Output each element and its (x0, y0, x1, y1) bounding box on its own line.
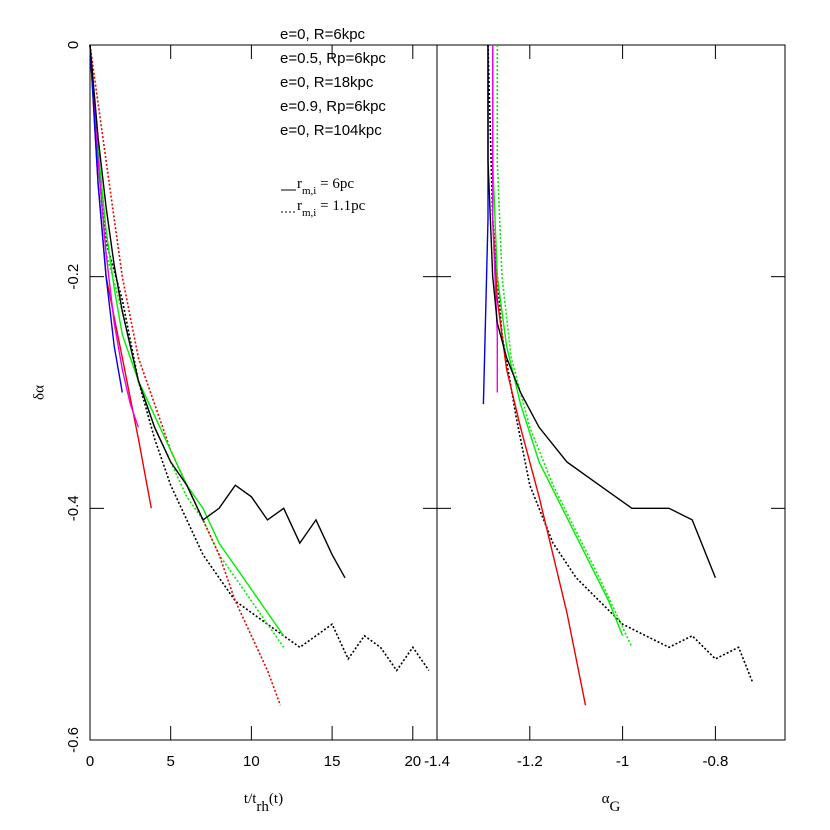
data-line (487, 44, 754, 683)
data-line (496, 45, 633, 648)
legend-entry-part: r (297, 198, 302, 214)
data-line (492, 45, 498, 393)
x-tick-label: 10 (243, 753, 260, 770)
legend-entry: e=0.9, Rp=6kpc (280, 98, 386, 115)
legend-entry: e=0.5, Rp=6kpc (280, 50, 386, 67)
data-line (492, 45, 587, 706)
x-axis-label-part: α (602, 791, 610, 807)
x-axis-label: t/trh(t) (244, 791, 283, 815)
data-line (492, 45, 624, 637)
legend-entry: e=0, R=104kpc (280, 122, 382, 139)
legend-entry-part: r (297, 176, 302, 192)
data-line (89, 44, 285, 637)
y-tick-label: -0.4 (65, 495, 82, 521)
legend-entry-part: = 1.1pc (316, 198, 365, 214)
legend-entry: e=0, R=6kpc (280, 26, 366, 43)
legend-entry-part: m,i (302, 207, 316, 219)
x-tick-label: 15 (324, 753, 341, 770)
x-tick-label: 20 (404, 753, 421, 770)
y-tick-label: -0.2 (65, 264, 82, 290)
legend-entry-part: = 6pc (316, 176, 354, 192)
x-tick-label: -1.2 (517, 753, 543, 770)
y-tick-label: 0 (65, 41, 82, 49)
x-axis-label-part: G (610, 799, 621, 815)
data-line (89, 44, 430, 672)
x-axis-label-part: (t) (269, 791, 283, 807)
legend-entry: e=0, R=18kpc (280, 74, 374, 91)
legend-entry-part: m,i (302, 185, 316, 197)
x-tick-label: 0 (86, 753, 94, 770)
y-tick-label: -0.6 (65, 727, 82, 753)
data-line (89, 44, 346, 579)
data-line (89, 44, 123, 393)
y-axis-label: δα (31, 385, 47, 400)
x-tick-label: -1 (616, 753, 629, 770)
data-line (487, 45, 717, 579)
x-tick-label: -0.8 (702, 753, 728, 770)
plot-frame (436, 44, 786, 741)
data-line (89, 44, 285, 648)
x-tick-label: 5 (167, 753, 175, 770)
legend-entry: rm,i = 6pc (297, 176, 354, 196)
x-tick-label: -1.4 (424, 753, 450, 770)
data-line (89, 44, 140, 428)
x-axis-label: αG (602, 791, 621, 815)
x-axis-label-part: rh (256, 799, 269, 815)
legend-entry: rm,i = 1.1pc (297, 198, 366, 218)
x-axis-label-part: t/t (244, 791, 257, 807)
